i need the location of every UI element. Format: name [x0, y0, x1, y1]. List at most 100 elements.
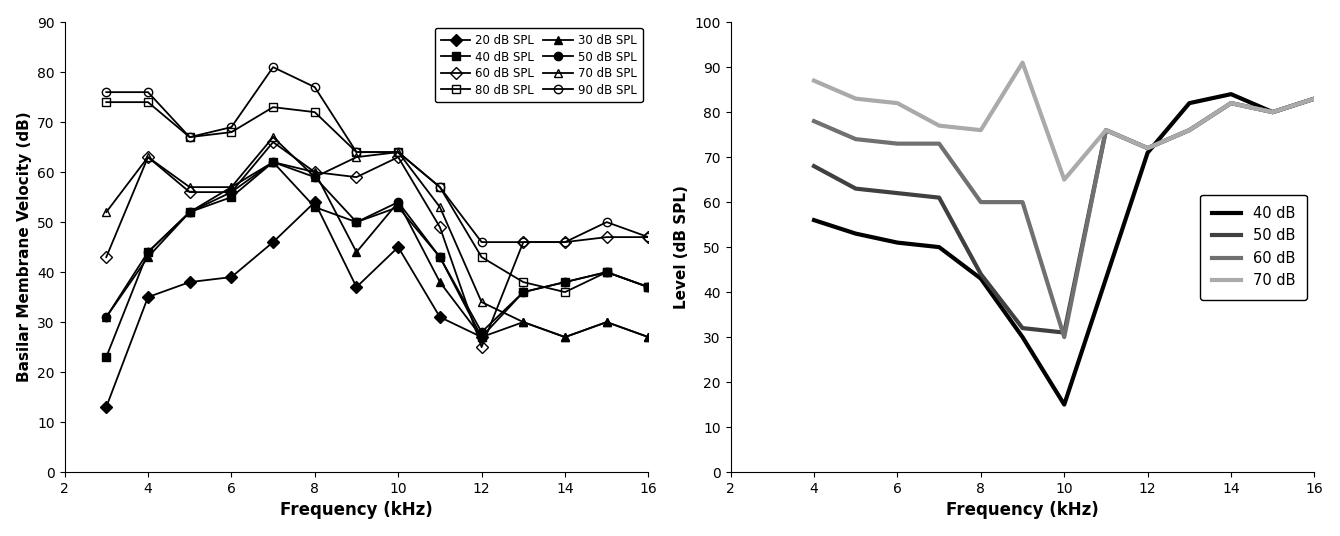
90 dB SPL	[265, 64, 281, 70]
30 dB SPL	[182, 209, 198, 215]
20 dB SPL	[348, 284, 364, 291]
50 dB SPL	[224, 189, 240, 195]
30 dB SPL	[390, 199, 406, 205]
60 dB SPL	[224, 189, 240, 195]
50 dB	[1014, 325, 1030, 331]
X-axis label: Frequency (kHz): Frequency (kHz)	[280, 501, 433, 519]
Y-axis label: Basilar Membrane Velocity (dB): Basilar Membrane Velocity (dB)	[16, 112, 32, 382]
30 dB SPL	[265, 159, 281, 165]
Line: 80 dB SPL: 80 dB SPL	[102, 98, 653, 296]
60 dB	[1139, 145, 1155, 151]
50 dB SPL	[516, 289, 532, 295]
70 dB	[1265, 109, 1281, 115]
50 dB SPL	[98, 314, 114, 321]
30 dB SPL	[307, 169, 323, 175]
40 dB SPL	[431, 254, 448, 260]
50 dB SPL	[473, 329, 489, 336]
50 dB	[1265, 109, 1281, 115]
70 dB SPL	[599, 319, 615, 325]
70 dB	[1182, 127, 1198, 133]
40 dB	[805, 217, 821, 224]
70 dB	[890, 100, 906, 106]
60 dB	[973, 199, 989, 205]
80 dB SPL	[348, 149, 364, 155]
40 dB SPL	[390, 204, 406, 210]
Line: 40 dB SPL: 40 dB SPL	[102, 158, 653, 361]
50 dB	[1139, 145, 1155, 151]
50 dB SPL	[139, 249, 155, 255]
60 dB SPL	[390, 154, 406, 160]
50 dB	[973, 271, 989, 277]
40 dB	[1265, 109, 1281, 115]
60 dB SPL	[139, 154, 155, 160]
Line: 30 dB SPL: 30 dB SPL	[102, 158, 653, 341]
50 dB SPL	[557, 279, 574, 285]
Line: 20 dB SPL: 20 dB SPL	[102, 198, 486, 411]
30 dB SPL	[641, 334, 657, 340]
20 dB SPL	[98, 404, 114, 410]
90 dB SPL	[641, 234, 657, 240]
90 dB SPL	[557, 239, 574, 245]
50 dB	[1306, 95, 1323, 102]
20 dB SPL	[390, 244, 406, 250]
70 dB SPL	[557, 334, 574, 340]
60 dB	[805, 118, 821, 124]
60 dB SPL	[641, 234, 657, 240]
Line: 90 dB SPL: 90 dB SPL	[102, 63, 653, 246]
50 dB	[1182, 127, 1198, 133]
70 dB SPL	[390, 149, 406, 155]
40 dB SPL	[348, 219, 364, 225]
60 dB SPL	[516, 239, 532, 245]
30 dB SPL	[473, 334, 489, 340]
50 dB SPL	[182, 209, 198, 215]
60 dB SPL	[599, 234, 615, 240]
30 dB SPL	[431, 279, 448, 285]
70 dB SPL	[516, 319, 532, 325]
40 dB SPL	[98, 354, 114, 360]
70 dB SPL	[348, 154, 364, 160]
70 dB	[1139, 145, 1155, 151]
40 dB SPL	[599, 269, 615, 276]
90 dB SPL	[390, 149, 406, 155]
50 dB SPL	[265, 159, 281, 165]
40 dB	[1182, 100, 1198, 106]
50 dB	[931, 195, 947, 201]
70 dB	[1056, 176, 1072, 183]
30 dB SPL	[98, 314, 114, 321]
90 dB SPL	[182, 134, 198, 140]
60 dB	[890, 140, 906, 147]
Legend: 40 dB, 50 dB, 60 dB, 70 dB: 40 dB, 50 dB, 60 dB, 70 dB	[1201, 195, 1306, 300]
70 dB SPL	[307, 174, 323, 180]
20 dB SPL	[139, 294, 155, 300]
40 dB	[1306, 95, 1323, 102]
80 dB SPL	[265, 104, 281, 110]
20 dB SPL	[431, 314, 448, 321]
40 dB SPL	[265, 159, 281, 165]
70 dB	[931, 122, 947, 129]
70 dB	[1097, 127, 1114, 133]
60 dB SPL	[98, 254, 114, 260]
50 dB	[1097, 127, 1114, 133]
80 dB SPL	[390, 149, 406, 155]
60 dB	[1056, 334, 1072, 340]
90 dB SPL	[139, 89, 155, 95]
Line: 60 dB: 60 dB	[813, 99, 1315, 337]
60 dB SPL	[307, 169, 323, 175]
70 dB	[973, 127, 989, 133]
60 dB SPL	[265, 139, 281, 145]
50 dB	[1056, 330, 1072, 336]
60 dB	[848, 136, 864, 143]
70 dB SPL	[473, 299, 489, 306]
50 dB	[890, 190, 906, 196]
20 dB SPL	[473, 334, 489, 340]
30 dB SPL	[557, 334, 574, 340]
50 dB	[848, 185, 864, 192]
80 dB SPL	[641, 284, 657, 291]
40 dB	[931, 244, 947, 250]
70 dB	[848, 95, 864, 102]
80 dB SPL	[473, 254, 489, 260]
70 dB	[805, 77, 821, 84]
50 dB SPL	[641, 284, 657, 291]
60 dB SPL	[557, 239, 574, 245]
40 dB SPL	[557, 279, 574, 285]
